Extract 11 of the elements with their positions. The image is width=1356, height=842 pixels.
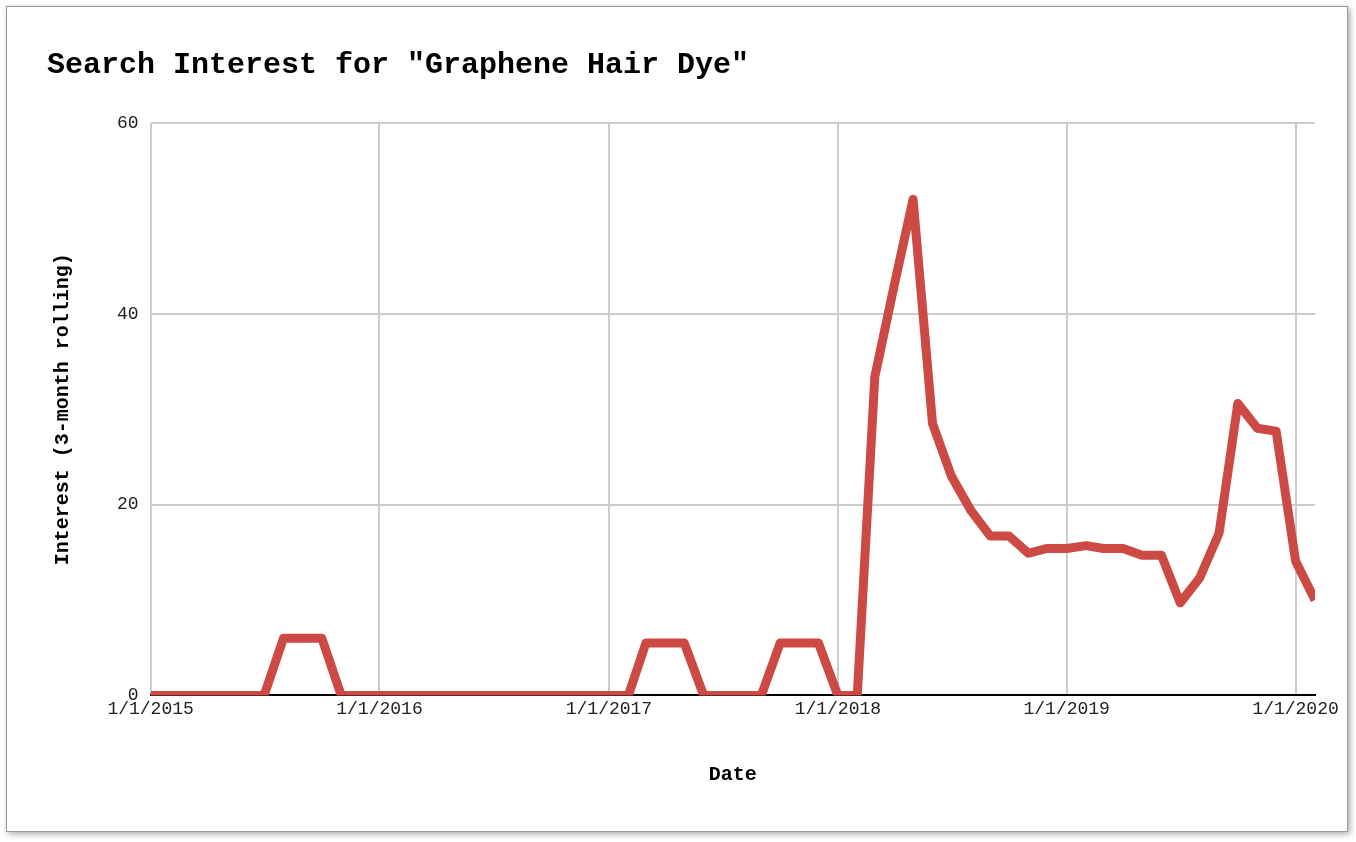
y-tick-label: 60 — [116, 112, 139, 133]
x-axis-title: Date — [708, 763, 757, 787]
x-tick-label: 1/1/2017 — [565, 698, 653, 719]
x-tick-label: 1/1/2020 — [1252, 698, 1339, 719]
chart-title: Search Interest for "Graphene Hair Dye" — [47, 47, 750, 82]
y-tick-label: 40 — [116, 303, 139, 324]
x-tick-label: 1/1/2018 — [794, 698, 882, 719]
y-tick-label: 20 — [116, 494, 139, 515]
x-tick-label: 1/1/2016 — [336, 698, 423, 719]
x-tick-label: 1/1/2019 — [1023, 698, 1110, 719]
y-axis-title: Interest (3-month rolling) — [51, 253, 75, 566]
